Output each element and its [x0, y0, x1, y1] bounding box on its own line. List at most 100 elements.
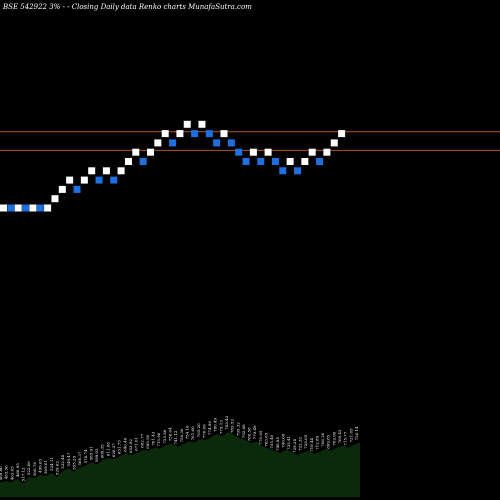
- up-brick: [132, 148, 140, 156]
- up-brick: [117, 167, 125, 175]
- volume-label: 780.49: [213, 418, 218, 432]
- volume-label: 483.36: [4, 465, 9, 479]
- volume-label: 738.04: [168, 427, 173, 441]
- up-brick: [58, 185, 66, 193]
- volume-label: 792.68: [241, 424, 246, 438]
- up-brick: [330, 139, 338, 147]
- down-brick: [294, 167, 301, 175]
- up-brick: [176, 130, 184, 138]
- volume-label: 706.26: [320, 432, 325, 446]
- renko-bricks: [0, 120, 346, 212]
- volume-label: 682.77: [139, 433, 144, 447]
- volume-label: 783.43: [224, 415, 229, 429]
- down-brick: [213, 139, 221, 147]
- down-brick: [7, 204, 15, 212]
- volume-label: 585.91: [88, 446, 93, 460]
- down-brick: [271, 158, 279, 165]
- up-brick: [29, 204, 37, 212]
- volume-label: 532.48: [60, 454, 65, 468]
- down-brick: [36, 204, 44, 212]
- chart-header: BSE 542922 3% - - Closing Daily data Ren…: [3, 3, 252, 11]
- up-brick: [220, 130, 228, 138]
- volume-label: 695.50: [145, 434, 150, 448]
- up-brick: [286, 158, 294, 165]
- up-brick: [102, 167, 110, 175]
- down-brick: [169, 139, 177, 147]
- volume-label: 750.30: [179, 428, 184, 442]
- volume-label: 725.80: [162, 429, 167, 443]
- volume-label: 770.09: [201, 424, 206, 438]
- volume-label: 620.37: [111, 443, 116, 457]
- volume-label: 463.05: [9, 466, 14, 480]
- up-brick: [0, 204, 7, 212]
- volume-labels: 469.80 483.36 463.05 468.95 517.12 522.66 500.…: [0, 415, 359, 481]
- volume-area: [0, 431, 360, 497]
- up-brick: [147, 148, 154, 156]
- level-lines: [0, 131, 500, 151]
- volume-label: 795.32: [235, 422, 240, 436]
- down-brick: [95, 176, 103, 184]
- down-brick: [227, 139, 235, 147]
- up-brick: [161, 130, 169, 138]
- volume-label: 779.49: [252, 425, 257, 439]
- volume-label: 529.62: [54, 461, 59, 475]
- volume-label: 699.85: [326, 434, 331, 448]
- up-brick: [301, 158, 309, 165]
- volume-label: 726.05: [303, 434, 308, 448]
- volume-label: 729.24: [292, 439, 297, 453]
- volume-label: 765.20: [196, 423, 201, 437]
- up-brick: [308, 148, 316, 156]
- volume-label: 611.68: [105, 442, 110, 456]
- volume-label: 709.43: [337, 429, 342, 443]
- up-brick: [183, 120, 191, 128]
- up-brick: [66, 176, 74, 184]
- volume-label: 722.32: [298, 436, 303, 450]
- volume-label: 500.78: [32, 462, 37, 476]
- volume-label: 517.12: [21, 467, 26, 481]
- up-brick: [154, 139, 162, 147]
- volume-label: 721.05: [348, 428, 353, 442]
- up-brick: [14, 204, 22, 212]
- down-brick: [205, 130, 213, 138]
- down-brick: [316, 158, 324, 165]
- volume-label: 763.65: [264, 432, 269, 446]
- up-brick: [264, 148, 272, 156]
- volume-label: 702.96: [331, 431, 336, 445]
- volume-label: 735.41: [286, 436, 291, 450]
- down-brick: [139, 158, 147, 165]
- volume-label: 549.47: [66, 452, 71, 466]
- volume-label: 715.77: [343, 431, 348, 445]
- volume-label: 755.40: [269, 434, 274, 448]
- volume-label: 761.60: [190, 426, 195, 440]
- up-brick: [88, 167, 96, 175]
- volume-label: 741.12: [173, 430, 178, 444]
- volume-label: 524.11: [49, 457, 54, 471]
- volume-label: 499.65: [38, 458, 43, 472]
- volume-label: 774.96: [207, 421, 212, 435]
- up-brick: [323, 148, 331, 156]
- up-brick: [338, 130, 346, 138]
- up-brick: [198, 120, 206, 128]
- down-brick: [22, 204, 30, 212]
- volume-label: 469.80: [0, 466, 3, 480]
- volume-label: 726.14: [354, 426, 359, 440]
- volume-label: 653.92: [128, 439, 133, 453]
- volume-label: 712.89: [314, 435, 319, 449]
- volume-label: 631.73: [117, 440, 122, 454]
- volume-label: 640.46: [122, 437, 127, 451]
- down-brick: [279, 167, 287, 175]
- volume-label: 555.35: [72, 455, 77, 469]
- down-brick: [242, 158, 250, 165]
- down-brick: [73, 185, 81, 193]
- up-brick: [249, 148, 257, 156]
- volume-label: 701.43: [151, 431, 156, 445]
- volume-label: 786.58: [247, 427, 252, 441]
- up-brick: [44, 204, 52, 212]
- volume-label: 770.85: [258, 430, 263, 444]
- up-brick: [80, 176, 88, 184]
- volume-label: 740.08: [280, 433, 285, 447]
- volume-label: 748.85: [275, 436, 280, 450]
- volume-label: 509.01: [43, 460, 48, 474]
- volume-fill: [0, 431, 360, 497]
